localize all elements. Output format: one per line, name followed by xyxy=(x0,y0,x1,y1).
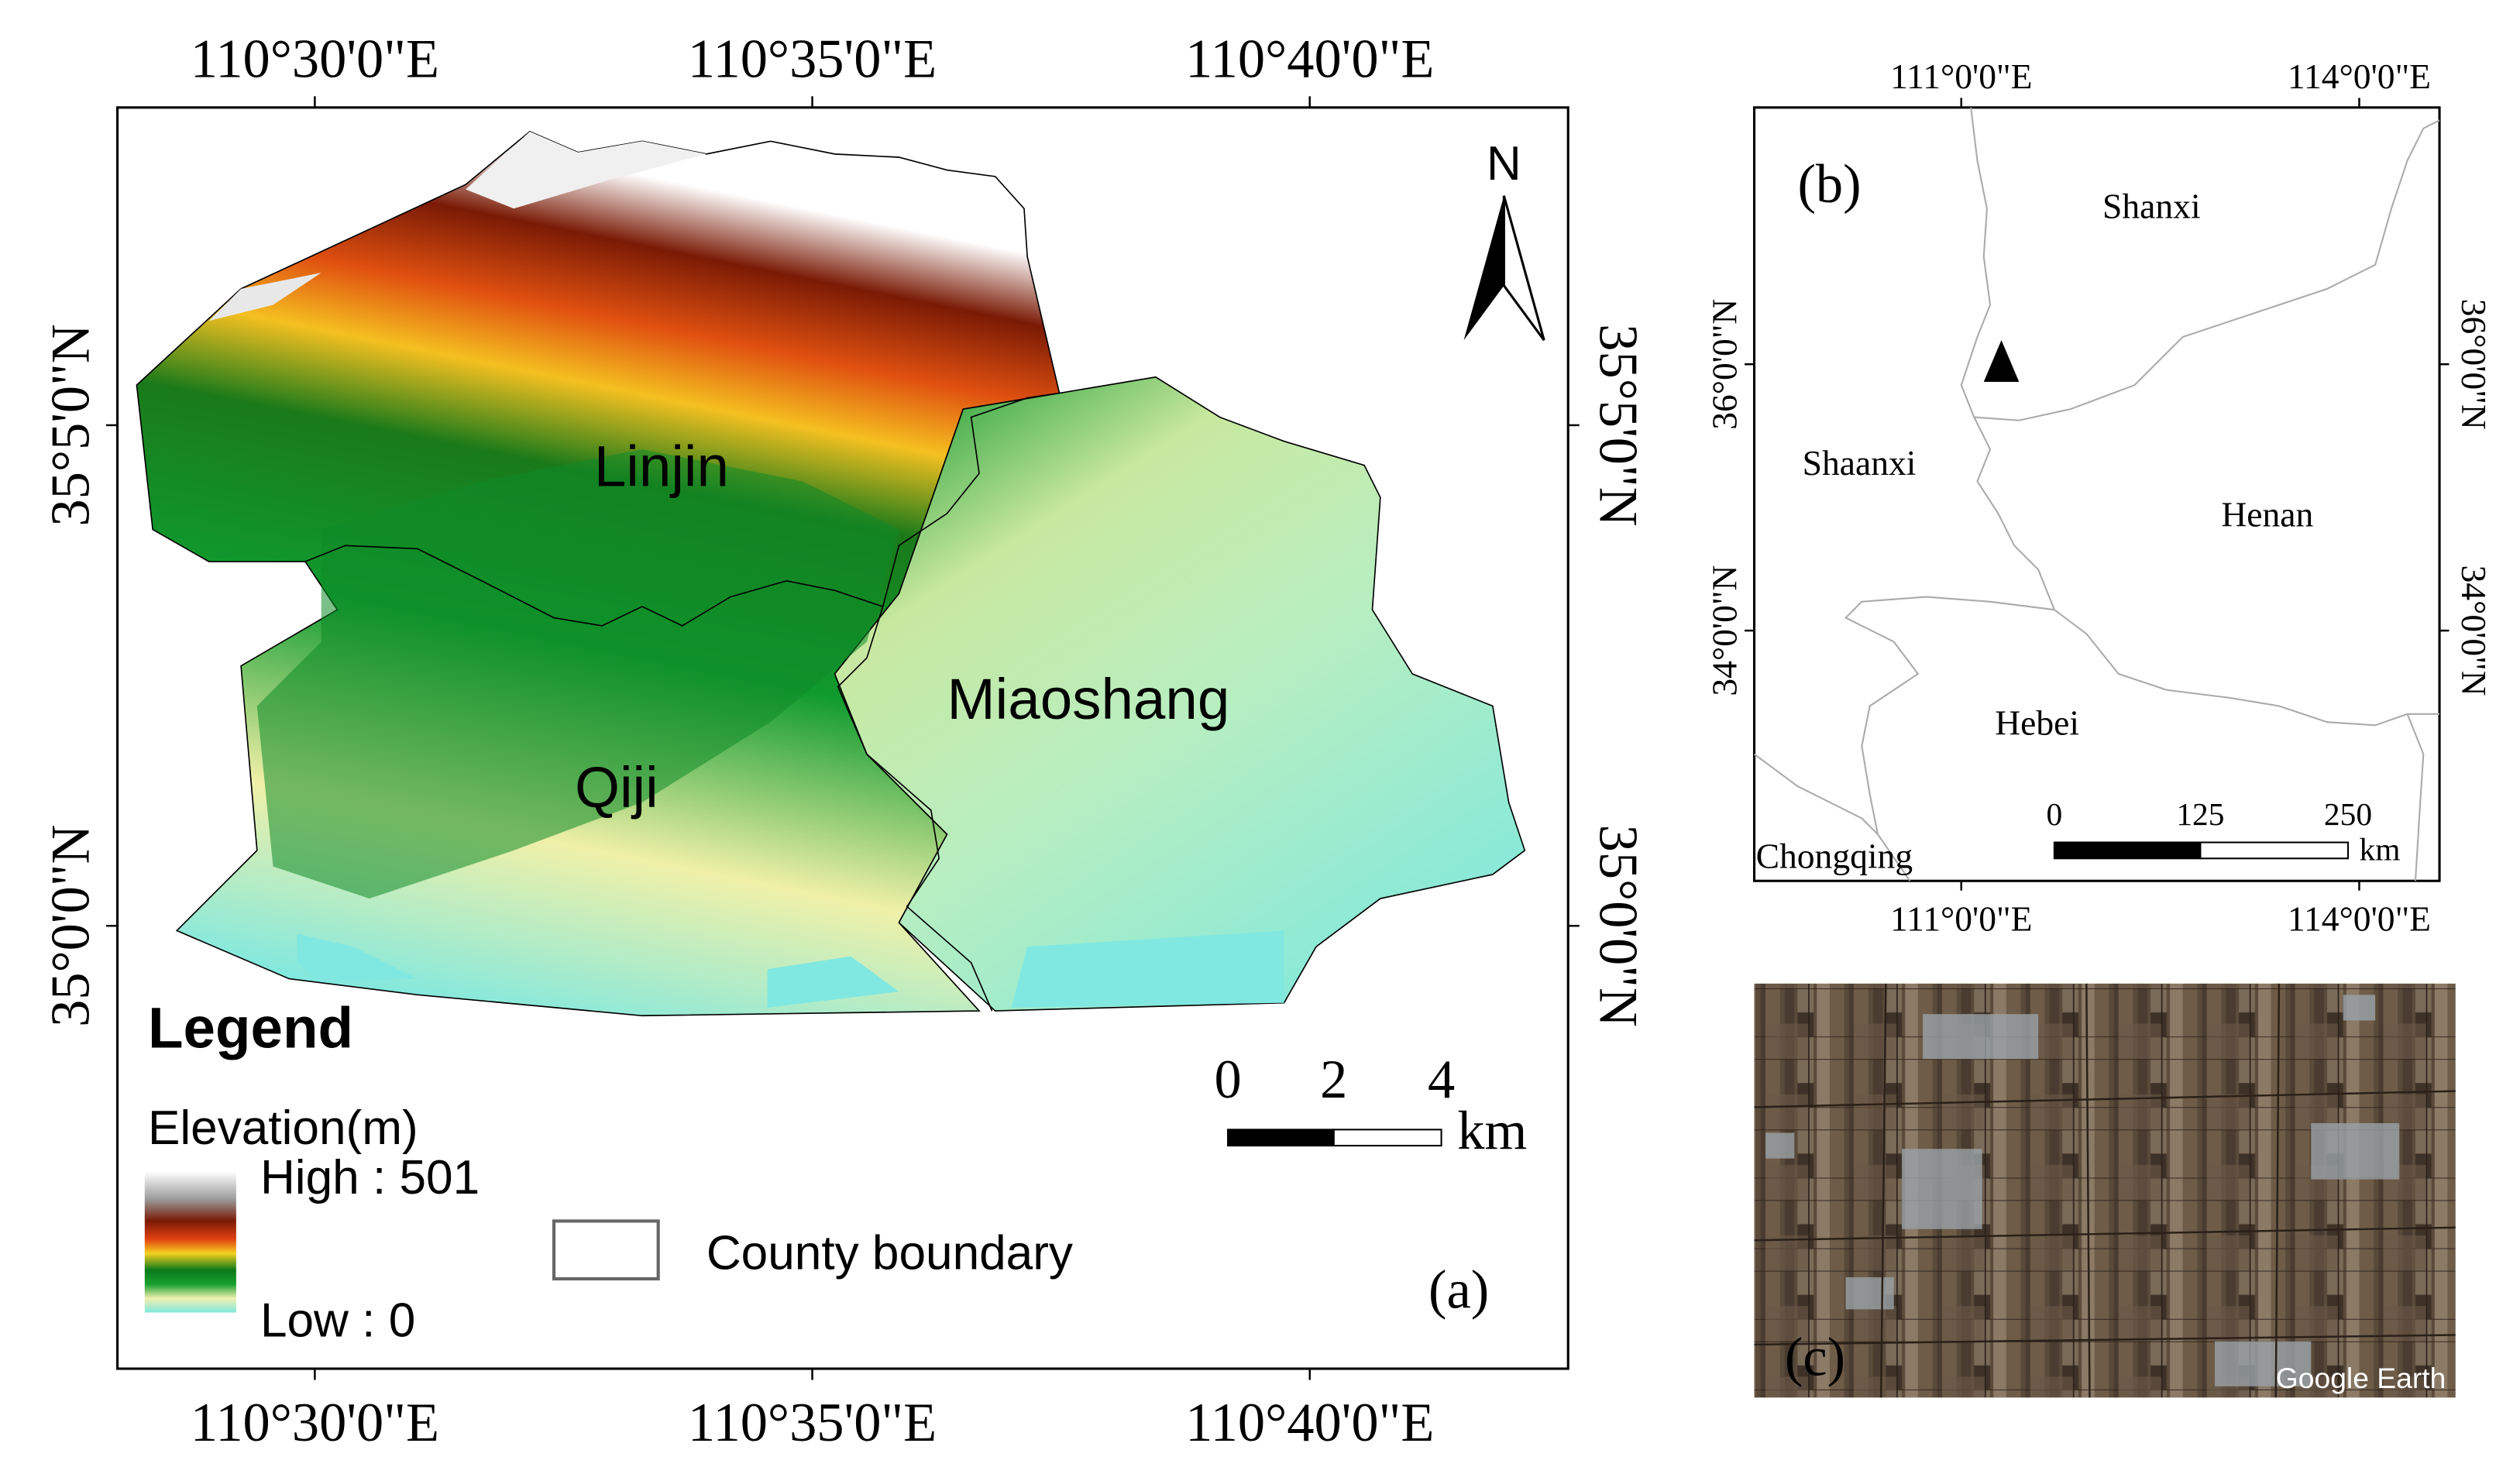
cyan-patch-3 xyxy=(1011,930,1284,1008)
village-patches xyxy=(1765,995,2400,1387)
lon-label-bottom-2: 110°35'0"E xyxy=(688,1393,937,1453)
cyan-patch-2 xyxy=(767,956,899,1008)
legend-high-label: High : 501 xyxy=(260,1151,480,1204)
panel-b: Shanxi Shaanxi Henan Hebei Chongqing 111… xyxy=(1705,57,2494,939)
lon-label-top-3: 110°40'0"E xyxy=(1185,29,1434,89)
province-label-chongqing: Chongqing xyxy=(1756,837,1913,876)
field-roads xyxy=(1754,983,2456,1398)
province-label-shanxi: Shanxi xyxy=(2102,187,2201,226)
north-arrow-label: N xyxy=(1487,137,1521,191)
legend-low-label: Low : 0 xyxy=(260,1294,415,1348)
province-label-hebei: Hebei xyxy=(1995,703,2079,743)
panel-b-ticks xyxy=(1745,98,2450,891)
b-lat-left-1: 36°0'0"N xyxy=(1705,299,1745,430)
lat-label-right-1: 35°5'0"N xyxy=(1588,324,1648,526)
satellite-image xyxy=(1754,983,2456,1398)
region-label-miaoshang: Miaoshang xyxy=(947,666,1230,731)
legend-title: Legend xyxy=(148,995,353,1060)
panel-a: Linjin Qiji Miaoshang 110°30'0"E 110°35'… xyxy=(40,29,1648,1453)
b-lon-top-2: 114°0'0"E xyxy=(2288,57,2431,96)
b-lat-right-1: 36°0'0"N xyxy=(2454,299,2494,430)
scale-a-tick-4: 4 xyxy=(1428,1050,1455,1110)
province-label-shaanxi: Shaanxi xyxy=(1803,443,1917,483)
b-lat-left-2: 34°0'0"N xyxy=(1705,565,1745,696)
b-lon-bottom-1: 111°0'0"E xyxy=(1890,899,2032,938)
province-label-henan: Henan xyxy=(2221,494,2313,534)
legend-elevation-title: Elevation(m) xyxy=(148,1101,418,1155)
elevation-raster-east xyxy=(834,376,1526,1012)
north-arrow-icon xyxy=(1463,195,1504,341)
panel-b-label: (b) xyxy=(1797,154,1861,215)
google-earth-watermark: Google Earth xyxy=(2276,1362,2446,1394)
region-label-linjin: Linjin xyxy=(594,434,729,499)
panel-c: (c) Google Earth xyxy=(1754,983,2456,1398)
county-boundary-qiji-miaoshang xyxy=(837,606,993,1012)
study-area-marker xyxy=(1983,340,2020,383)
legend-boundary-label: County boundary xyxy=(706,1227,1073,1280)
panel-a-label: (a) xyxy=(1428,1259,1489,1320)
snow-patch-2 xyxy=(208,273,321,321)
scale-a-unit: km xyxy=(1457,1101,1527,1161)
lon-label-bottom-1: 110°30'0"E xyxy=(191,1393,439,1453)
county-boundary-miaoshang xyxy=(882,392,1060,607)
legend: Legend Elevation(m) High : 501 Low : 0 C… xyxy=(144,995,1073,1348)
province-boundaries xyxy=(1753,107,2440,881)
green-ridge xyxy=(256,449,899,899)
panel-c-label: (c) xyxy=(1785,1327,1845,1387)
scale-a-tick-0: 0 xyxy=(1214,1050,1241,1110)
scale-b-tick-0: 0 xyxy=(2047,796,2063,832)
lon-label-bottom-3: 110°40'0"E xyxy=(1185,1393,1434,1453)
b-lon-top-1: 111°0'0"E xyxy=(1890,57,2032,96)
region-label-qiji: Qiji xyxy=(575,754,658,820)
lon-label-top-1: 110°30'0"E xyxy=(191,29,439,89)
b-lon-bottom-2: 114°0'0"E xyxy=(2288,899,2431,938)
lat-label-left-2: 35°0'0"N xyxy=(40,825,101,1027)
panel-a-ticks xyxy=(106,96,1580,1380)
scale-bar-a: 0 2 4 km xyxy=(1214,1050,1527,1161)
county-boundary-linjin-qiji xyxy=(304,545,883,627)
north-arrow: N xyxy=(1463,137,1545,342)
scale-bar-b: 0 125 250 km xyxy=(2047,796,2401,868)
snow-patch xyxy=(466,131,706,209)
scale-a-tick-2: 2 xyxy=(1320,1050,1347,1110)
scale-b-tick-250: 250 xyxy=(2324,796,2372,832)
lat-label-left-1: 35°5'0"N xyxy=(40,324,101,526)
cyan-patch-1 xyxy=(297,933,418,982)
scale-b-tick-125: 125 xyxy=(2176,796,2224,832)
legend-elevation-ramp xyxy=(144,1171,236,1313)
b-lat-right-2: 34°0'0"N xyxy=(2454,565,2494,696)
lat-label-right-2: 35°0'0"N xyxy=(1588,825,1648,1027)
legend-boundary-swatch xyxy=(552,1219,660,1281)
lon-label-top-2: 110°35'0"E xyxy=(688,29,937,89)
panel-b-frame xyxy=(1752,106,2441,882)
scale-b-unit: km xyxy=(2359,831,2400,867)
